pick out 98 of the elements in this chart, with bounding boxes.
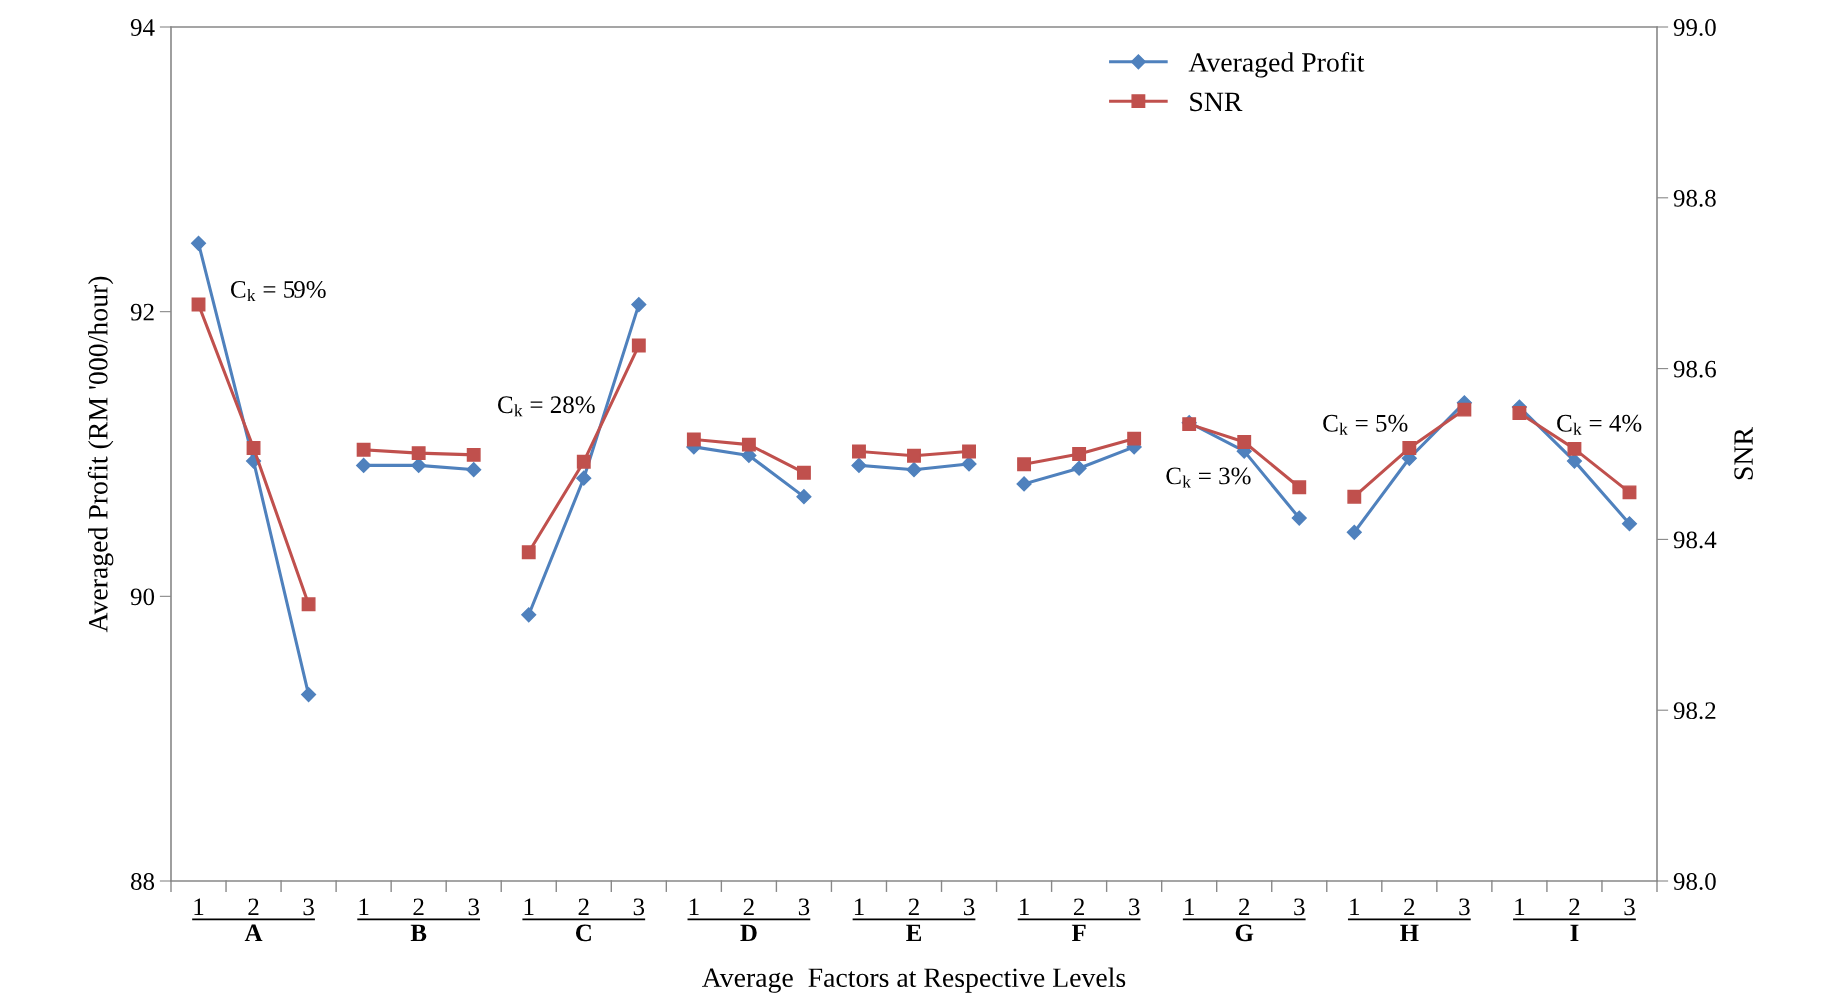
x-tick-label: 3 (303, 898, 314, 916)
point (521, 545, 536, 560)
x-tick-label: 1 (1515, 898, 1525, 916)
x-tick-label: 1 (689, 898, 699, 916)
y-axis-title: Averaged Profit (RM '000/hour) (87, 276, 114, 633)
point (961, 456, 977, 472)
x-tick-label: 2 (1404, 898, 1415, 916)
annotation: C$_{k}$ = 4% (1557, 414, 1642, 435)
x-tick-label: 1 (194, 898, 204, 916)
text: G (1235, 924, 1254, 942)
annotation: C$_{k}$ = 59% (230, 281, 326, 302)
point (631, 296, 647, 313)
x-tick-label: 3 (468, 898, 479, 916)
point (631, 338, 646, 353)
point (1346, 524, 1362, 540)
point (962, 444, 976, 459)
y2-tick-label: 98.4 (1673, 531, 1717, 549)
point (1621, 516, 1638, 532)
x-tick-label: 3 (963, 898, 975, 916)
text: D (740, 924, 757, 942)
point (741, 437, 756, 452)
point (411, 446, 426, 461)
x-tick-label: 1 (1185, 898, 1194, 916)
point (1567, 441, 1582, 456)
text: B (410, 924, 427, 942)
point (1016, 476, 1032, 492)
point (1127, 431, 1142, 446)
x-tick-label: 3 (798, 898, 810, 916)
y-tick-label: 88 (130, 873, 155, 890)
y2-axis-title: SNR (1734, 427, 1753, 480)
x-tick-label: 2 (1239, 898, 1250, 916)
point (246, 441, 261, 455)
x-tick-label: 1 (1350, 898, 1360, 916)
y-tick-label: 90 (130, 588, 155, 606)
point (851, 457, 867, 473)
text: I (1570, 924, 1579, 942)
point (1237, 435, 1252, 449)
point (190, 235, 207, 251)
y2-tick-label: 98.6 (1673, 360, 1716, 378)
y-tick-label: 94 (130, 19, 155, 36)
y2-tick-label: 98.2 (1673, 702, 1716, 720)
text: E (906, 924, 922, 942)
annotation: C$_{k}$ = 5% (1323, 414, 1408, 435)
point (1512, 406, 1527, 420)
point (686, 432, 701, 447)
text: F (1071, 924, 1086, 942)
point (1291, 510, 1307, 526)
point (1292, 480, 1307, 495)
x-tick-label: 2 (413, 898, 424, 916)
point (576, 470, 592, 486)
y-tick-label: 92 (130, 303, 154, 321)
x-axis-title: Average Factors at Respective Levels (702, 967, 1126, 993)
point (301, 686, 317, 703)
point (301, 597, 316, 612)
x-tick-label: 1 (1020, 898, 1029, 916)
x-tick-label: 2 (1569, 898, 1580, 916)
point (466, 447, 481, 462)
point (796, 489, 812, 505)
point (796, 465, 811, 480)
x-tick-label: 1 (524, 898, 534, 916)
text: C (575, 924, 591, 942)
legend-label: Averaged Profit (1188, 52, 1365, 78)
y2-tick-label: 98.0 (1673, 873, 1716, 891)
x-tick-label: 3 (1459, 898, 1470, 916)
text: A (244, 924, 263, 942)
x-tick-label: 1 (854, 898, 864, 916)
point (356, 457, 372, 473)
point (356, 442, 371, 457)
point (1347, 489, 1362, 504)
point (1566, 453, 1583, 469)
x-tick-label: 3 (1624, 898, 1635, 916)
point (466, 462, 482, 478)
point (521, 607, 537, 623)
point (907, 448, 921, 463)
point (1622, 485, 1637, 500)
annotation: C$_{k}$ = 3% (1166, 467, 1251, 488)
point (852, 444, 866, 459)
x-tick-label: 3 (1294, 898, 1305, 916)
point (1402, 441, 1417, 455)
point (906, 462, 922, 478)
y2-tick-label: 98.8 (1673, 189, 1716, 207)
point (576, 454, 591, 469)
annotation: C$_{k}$ = 28% (498, 396, 595, 417)
x-tick-label: 3 (1129, 898, 1140, 916)
x-tick-label: 2 (248, 898, 259, 916)
point (1072, 447, 1087, 461)
x-tick-label: 2 (908, 898, 919, 916)
legend-label: SNR (1190, 92, 1243, 112)
x-tick-label: 3 (633, 898, 645, 916)
point (1017, 457, 1032, 472)
y2-tick-label: 99.0 (1673, 19, 1716, 37)
x-tick-label: 2 (743, 898, 754, 916)
point (1071, 460, 1087, 476)
x-tick-label: 1 (359, 898, 369, 916)
x-tick-label: 2 (1073, 898, 1084, 916)
text: H (1400, 924, 1419, 942)
x-tick-label: 2 (578, 898, 589, 916)
point (1457, 402, 1472, 417)
